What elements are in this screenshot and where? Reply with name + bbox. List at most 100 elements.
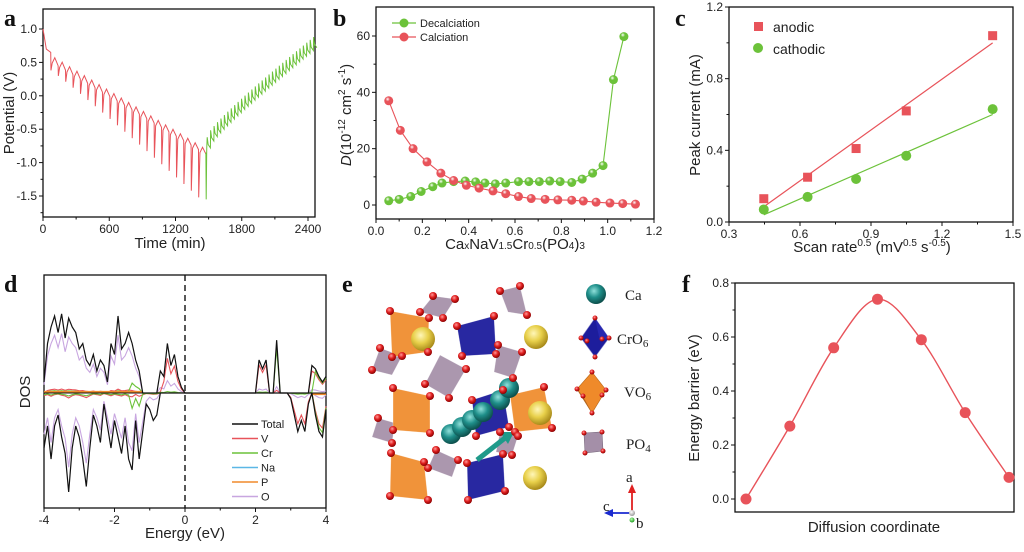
y-tick-label: 0.0: [20, 89, 37, 103]
xlabel-part: 1.5: [498, 241, 512, 252]
legend-marker-cathodic: [753, 43, 763, 53]
oxygen-atom: [508, 451, 516, 459]
x-tick-label: 0: [182, 513, 189, 527]
oxygen-atom: [492, 350, 500, 358]
panel-letter-d: d: [4, 272, 18, 298]
na-atom: [524, 325, 548, 349]
y-tick-label: -1.0: [16, 156, 37, 170]
xlabel-part: 3: [579, 241, 585, 252]
legend-label-decalciation: Decalciation: [420, 18, 480, 30]
data-point-decalciation: [608, 75, 618, 85]
data-point-cathodic: [758, 204, 769, 215]
data-point-calciation: [395, 125, 405, 135]
label-part: PO: [626, 437, 645, 453]
oxygen-atom: [439, 314, 447, 322]
y-tick-label: 1.2: [706, 0, 723, 14]
structure-legend: Ca CrO6 VO6 PO4: [574, 284, 652, 456]
oxygen-atom: [421, 380, 429, 388]
label-part: CrO: [617, 332, 643, 348]
xlabel-part: (mV: [871, 239, 903, 256]
y-tick-label: 1.0: [20, 22, 37, 36]
oxygen-atom: [458, 352, 466, 360]
y-tick-label: 20: [357, 142, 371, 156]
data-point-calciation: [553, 195, 563, 205]
panel-letter-e: e: [342, 272, 353, 298]
y-tick-label: 0.4: [712, 384, 729, 398]
data-point-decalciation: [394, 194, 404, 204]
panel-b-ylabel: D(10-12 cm2 s-1): [337, 64, 355, 166]
panel-d-legend: Total V Cr Na PO: [232, 419, 284, 504]
panel-b-frame: [375, 6, 655, 220]
y-tick-label: 0.0: [706, 215, 723, 229]
oxygen-atom: [388, 439, 396, 447]
data-point-decalciation: [437, 178, 447, 188]
legend-label-calciation: Calciation: [420, 32, 468, 44]
x-tick-label: 0.2: [414, 224, 431, 238]
label-part: Ca: [625, 288, 642, 304]
xlabel-part: Ca: [445, 236, 465, 253]
panel-c-frame: [728, 6, 1014, 223]
legend-label-na: Na: [261, 463, 276, 475]
x-tick-label: 600: [99, 222, 119, 236]
axis-c-label: c: [603, 499, 610, 515]
energy-barrier-point: [828, 342, 840, 354]
na-atom: [523, 466, 547, 490]
xlabel-part: 4: [569, 241, 575, 252]
vo6-octahedron-icon: [574, 369, 609, 416]
xlabel-part: 0.5: [528, 241, 542, 252]
xlabel-part: (PO: [542, 236, 569, 253]
data-point-anodic: [803, 172, 813, 182]
x-tick-label: 0.4: [460, 224, 477, 238]
panel-c-ylabel: Peak current (mA): [687, 54, 704, 176]
oxygen-atom: [453, 322, 461, 330]
data-point-decalciation: [619, 32, 629, 42]
data-point-calciation: [436, 168, 446, 178]
series-line-decalciation: [388, 36, 625, 202]
oxygen-atom: [432, 446, 440, 454]
panel-d-xlabel: Energy (eV): [145, 525, 225, 542]
y-tick-label: 0.4: [706, 143, 723, 157]
energy-barrier-point: [915, 334, 927, 346]
data-point-calciation: [449, 175, 459, 185]
oxygen-atom: [514, 432, 522, 440]
oxygen-atom: [472, 432, 480, 440]
y-tick-label: 0.5: [20, 55, 37, 69]
data-point-calciation: [422, 157, 432, 167]
panel-f-xlabel: Diffusion coordinate: [808, 519, 940, 536]
legend-label-cathodic: cathodic: [773, 41, 825, 57]
data-point-decalciation: [384, 196, 394, 206]
data-point-decalciation: [428, 182, 438, 192]
data-point-decalciation: [545, 176, 555, 186]
panel-f-energy-barrier: 0.0 0.2 0.4 0.6 0.8 Diffusion coordinate Ene…: [686, 276, 1015, 536]
axis-c-arrowhead: [604, 509, 613, 517]
legend-marker-calciation: [399, 32, 409, 42]
data-point-cathodic: [901, 150, 912, 161]
oxygen-atom: [424, 348, 432, 356]
x-tick-label: -4: [39, 513, 50, 527]
xlabel-part: x: [464, 241, 469, 252]
oxygen-atom: [425, 314, 433, 322]
data-point-calciation: [526, 194, 536, 204]
cro6-octahedron: [466, 453, 506, 501]
ylabel-part: -12: [337, 119, 348, 134]
energy-barrier-point: [1003, 471, 1015, 483]
y-tick-label: 0: [363, 198, 370, 212]
xlabel-part: Scan rate: [793, 239, 857, 256]
panel-b-legend: Decalciation Calciation: [392, 18, 480, 44]
cro6-octahedron: [456, 315, 497, 357]
data-point-calciation: [630, 199, 640, 209]
xlabel-part: s: [917, 239, 929, 256]
panel-d-dos: -4 -2 0 2 4 Total V Cr Na PO Energy (eV) DOS: [17, 274, 330, 542]
oxygen-atom: [445, 394, 453, 402]
panel-letter-a: a: [4, 6, 16, 32]
data-point-decalciation: [588, 168, 598, 178]
data-point-decalciation: [577, 174, 587, 184]
oxygen-atom: [463, 459, 471, 467]
oxygen-atom: [523, 311, 531, 319]
energy-barrier-point: [784, 420, 796, 432]
panel-d-ylabel: DOS: [17, 376, 34, 409]
oxygen-atom: [464, 496, 472, 504]
energy-barrier-point: [740, 493, 752, 505]
migration-arrowhead: [500, 432, 514, 444]
oxygen-atom: [468, 396, 476, 404]
